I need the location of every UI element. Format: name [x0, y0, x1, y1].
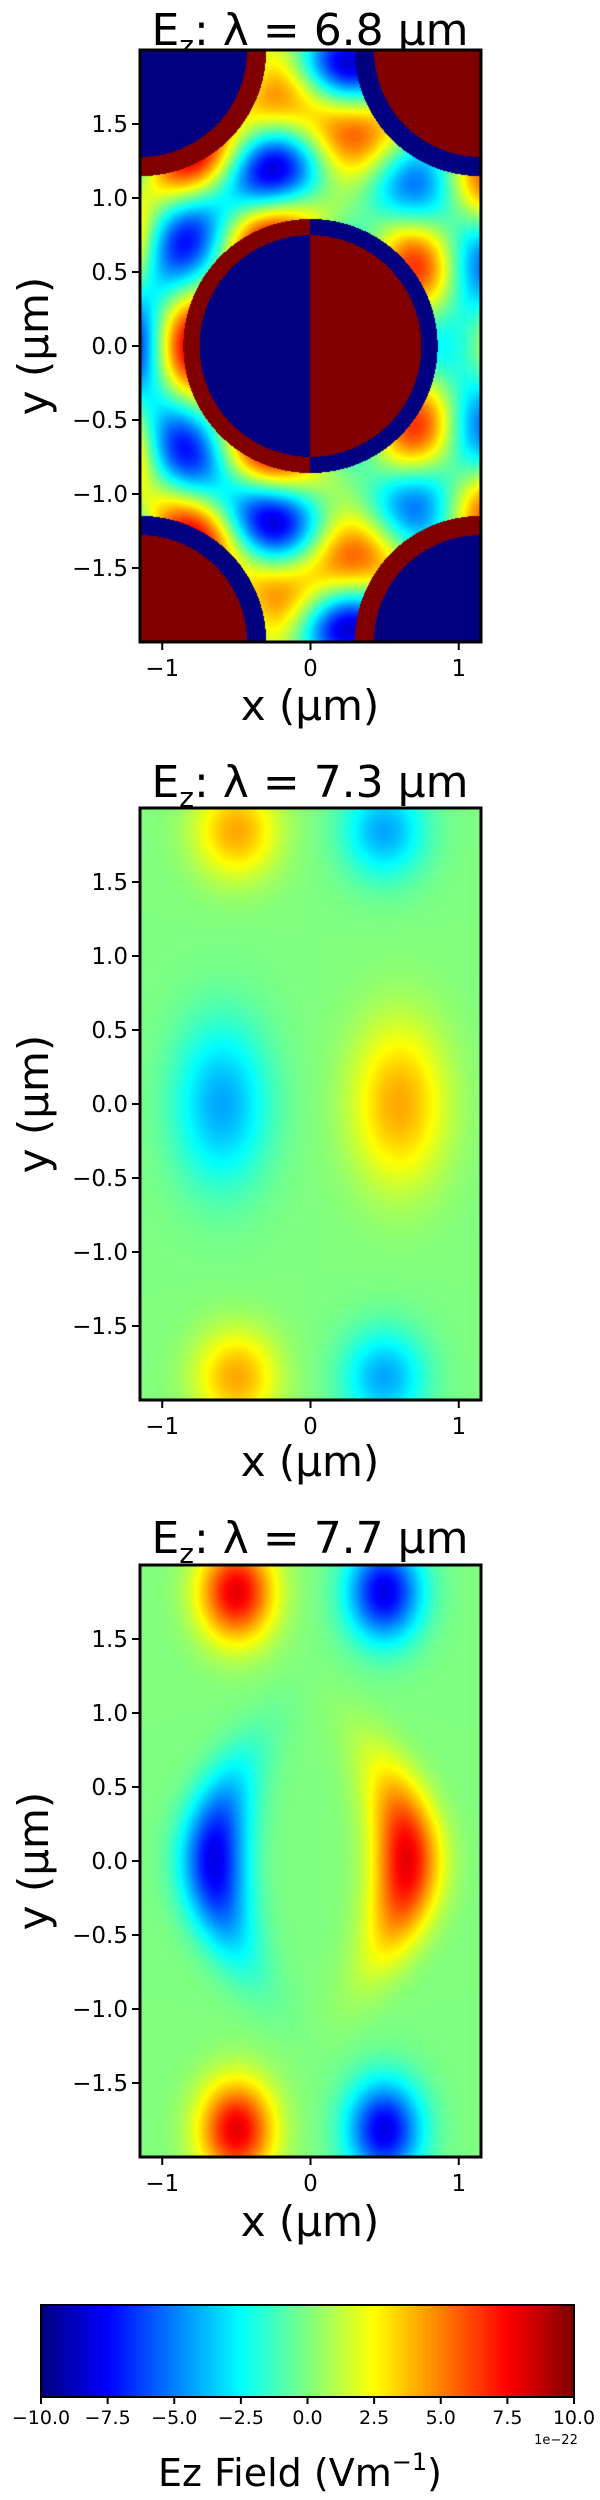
x-tick-label: −1: [145, 2171, 179, 2197]
x-tick-label: 0: [303, 2171, 318, 2197]
panel-3-x-label: x (μm): [241, 2197, 380, 2246]
y-tick-label: 1.0: [91, 944, 128, 970]
colorbar-tick-label: −10.0: [12, 2407, 70, 2429]
y-tick-label: 1.5: [91, 1627, 128, 1653]
colorbar-tick-label: −5.0: [151, 2407, 197, 2429]
panel-3-y-label: y (μm): [9, 1792, 58, 1931]
y-tick-label: −1.5: [72, 2071, 128, 2097]
panel-3-x-ticks: −1 0 1: [145, 2157, 466, 2197]
panel-2-x-label: x (μm): [241, 1437, 380, 1486]
colorbar-label: Ez Field (Vm−1): [158, 2448, 442, 2495]
y-tick-label: 0.0: [91, 334, 128, 360]
y-tick-label: 0.5: [91, 1018, 128, 1044]
panel-2: Ez: λ = 7.3 μm 1.51.00.50.0−0.5−1.0−1.5 …: [9, 757, 483, 1486]
panel-2-field: [140, 808, 481, 1400]
panel-1-title: Ez: λ = 6.8 μm: [151, 5, 468, 62]
panel-3-title: Ez: λ = 7.7 μm: [151, 1513, 468, 1570]
y-tick-label: −0.5: [72, 408, 128, 434]
y-tick-label: 1.0: [91, 1701, 128, 1727]
x-tick-label: 1: [451, 656, 466, 682]
colorbar: −10.0 −7.5 −5.0 −2.5 0.0 2.5 5.0 7.5 10.0 1e−22 …: [12, 2304, 595, 2495]
y-tick-label: −1.0: [72, 1240, 128, 1266]
x-tick-label: 0: [303, 1414, 318, 1440]
colorbar-tick-label: −7.5: [85, 2407, 131, 2429]
panel-1-y-ticks: 1.5 1.0 0.5 0.0 −0.5 −1.0 −1.5: [72, 112, 140, 582]
colorbar-scale: 1e−22: [534, 2433, 578, 2448]
colorbar-tick-label: 5.0: [426, 2407, 456, 2429]
y-tick-label: 0.0: [91, 1092, 128, 1118]
panel-3-field: [140, 1565, 481, 2157]
x-tick-label: 1: [451, 2171, 466, 2197]
y-tick-label: 1.5: [91, 112, 128, 138]
x-tick-label: −1: [145, 1414, 179, 1440]
panel-3: Ez: λ = 7.7 μm 1.51.00.50.0−0.5−1.0−1.5 …: [9, 1513, 483, 2246]
y-tick-label: −0.5: [72, 1923, 128, 1949]
y-tick-label: 0.5: [91, 260, 128, 286]
y-tick-label: −0.5: [72, 1166, 128, 1192]
colorbar-tick-label: 0.0: [292, 2407, 322, 2429]
y-tick-label: 0.0: [91, 1849, 128, 1875]
panel-1-x-label: x (μm): [241, 681, 380, 730]
colorbar-tick-label: 7.5: [492, 2407, 522, 2429]
panel-1-x-ticks: −1 0 1: [145, 642, 466, 682]
x-tick-label: −1: [145, 656, 179, 682]
colorbar-ticks: −10.0 −7.5 −5.0 −2.5 0.0 2.5 5.0 7.5 10.0: [12, 2397, 595, 2429]
panel-1: Ez: λ = 6.8 μm 1.51.00.50.0−0.5−1.0−1.5 …: [9, 5, 483, 730]
y-tick-label: 0.5: [91, 1775, 128, 1801]
colorbar-tick-label: −2.5: [218, 2407, 264, 2429]
y-tick-label: 1.5: [91, 870, 128, 896]
y-tick-label: −1.5: [72, 1314, 128, 1340]
panel-2-y-ticks: 1.5 1.0 0.5 0.0 −0.5 −1.0 −1.5: [72, 870, 140, 1340]
x-tick-label: 0: [303, 656, 318, 682]
panel-2-x-ticks: −1 0 1: [145, 1400, 466, 1440]
colorbar-tick-label: 2.5: [359, 2407, 389, 2429]
panel-2-title: Ez: λ = 7.3 μm: [151, 757, 468, 814]
x-tick-label: 1: [451, 1414, 466, 1440]
panel-2-y-label: y (μm): [9, 1035, 58, 1174]
y-tick-label: −1.0: [72, 1997, 128, 2023]
colorbar-gradient: [41, 2305, 574, 2397]
panel-1-field: [140, 50, 481, 642]
colorbar-tick-label: 10.0: [553, 2407, 595, 2429]
panel-3-y-ticks: 1.5 1.0 0.5 0.0 −0.5 −1.0 −1.5: [72, 1627, 140, 2097]
y-tick-label: −1.5: [72, 556, 128, 582]
y-tick-label: 1.0: [91, 186, 128, 212]
panel-1-y-label: y (μm): [9, 277, 58, 416]
y-tick-label: −1.0: [72, 482, 128, 508]
